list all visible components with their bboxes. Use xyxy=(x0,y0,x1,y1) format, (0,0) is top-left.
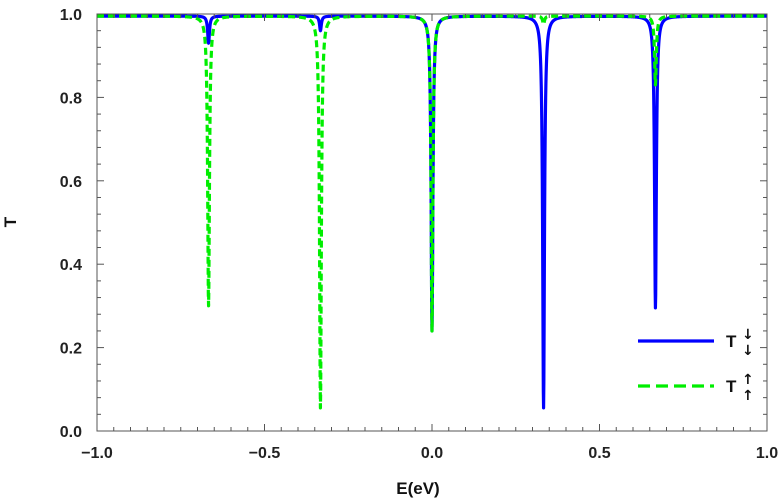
x-tick-label: 0.0 xyxy=(421,445,443,462)
y-tick-label: 0.4 xyxy=(60,257,82,274)
y-tick-label: 1.0 xyxy=(60,7,82,24)
y-tick-label: 0.8 xyxy=(60,90,82,107)
x-axis-title: E(eV) xyxy=(396,479,439,498)
legend: T ↓↓ T ↑↑ xyxy=(638,327,754,404)
y-tick-labels: 0.0 0.2 0.4 0.6 0.8 1.0 xyxy=(60,7,82,441)
x-tick-label: 1.0 xyxy=(756,445,778,462)
x-tick-label: 0.5 xyxy=(588,445,610,462)
x-tick-label: −1.0 xyxy=(81,445,113,462)
legend-arrow-super: ↑ xyxy=(742,372,754,388)
y-tick-label: 0.0 xyxy=(60,424,82,441)
y-tick-label: 0.2 xyxy=(60,341,82,358)
legend-label: T xyxy=(726,332,737,351)
legend-arrow-sub: ↓ xyxy=(742,343,754,359)
series-line-spin-up xyxy=(95,14,769,410)
legend-arrow-sub: ↑ xyxy=(742,388,754,404)
x-tick-label: −0.5 xyxy=(249,445,281,462)
x-tick-labels: −1.0 −0.5 0.0 0.5 1.0 xyxy=(81,445,778,462)
legend-label: T xyxy=(726,377,737,396)
tick-layer xyxy=(96,13,768,432)
y-axis-title: T xyxy=(1,216,20,227)
legend-arrow-super: ↓ xyxy=(742,327,754,343)
y-tick-label: 0.6 xyxy=(60,174,82,191)
series-layer xyxy=(95,14,769,410)
